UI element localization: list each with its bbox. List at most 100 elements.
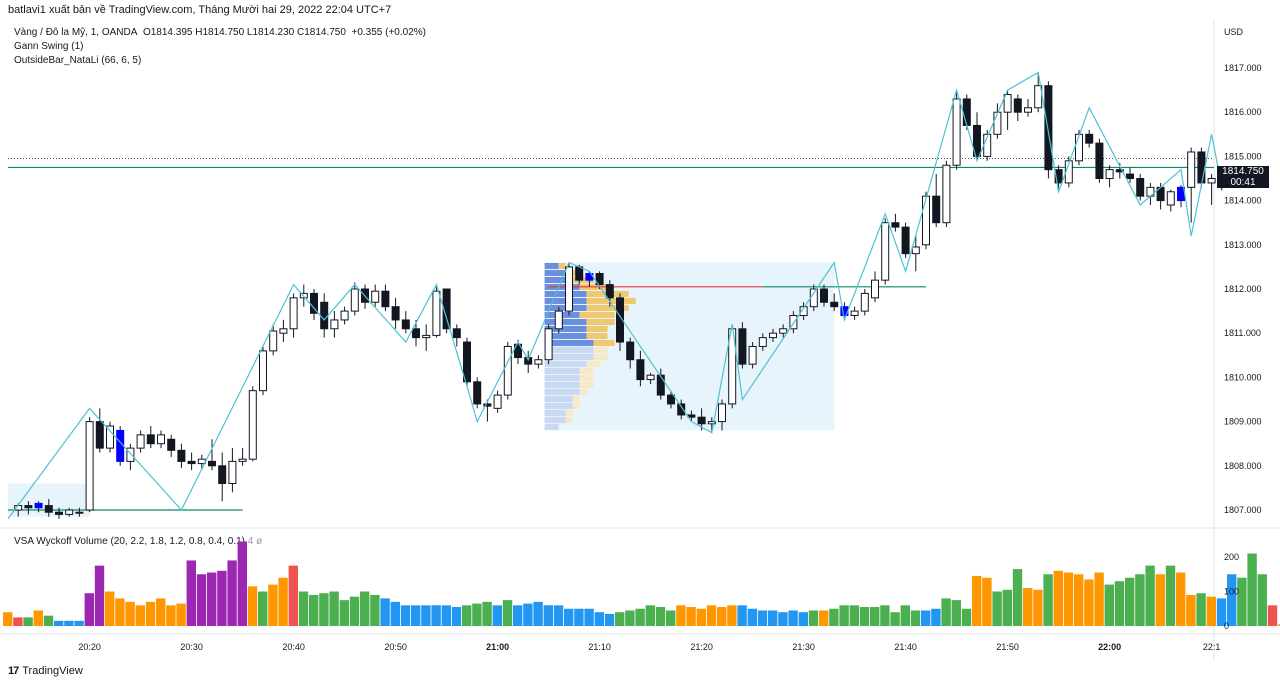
candle-body bbox=[177, 449, 186, 462]
brand-name: TradingView bbox=[22, 665, 83, 677]
candle-body bbox=[167, 438, 176, 451]
candle-body bbox=[605, 284, 614, 299]
current-price-tag: 1814.750 00:41 bbox=[1217, 166, 1269, 188]
candle-body bbox=[228, 460, 237, 484]
current-price-value: 1814.750 bbox=[1222, 166, 1264, 177]
price-tick-label: 1816.000 bbox=[1224, 107, 1262, 117]
candlesticks bbox=[14, 72, 1226, 519]
candle-body bbox=[1166, 191, 1175, 206]
candle-body bbox=[952, 98, 961, 166]
volume-bar bbox=[176, 603, 186, 626]
volume-bar bbox=[1125, 577, 1135, 626]
volume-bar bbox=[564, 608, 574, 626]
time-tick-label: 22:00 bbox=[1098, 642, 1121, 652]
candle-body bbox=[646, 374, 655, 381]
volume-bar bbox=[655, 607, 666, 626]
symbol-legend[interactable]: Vàng / Đô la Mỹ, 1, OANDA O1814.395 H181… bbox=[14, 27, 426, 38]
volume-bar bbox=[513, 605, 523, 626]
time-tick-label: 21:30 bbox=[792, 642, 815, 652]
volume-bar bbox=[94, 565, 105, 626]
candle-body bbox=[452, 328, 461, 339]
candle-body bbox=[330, 319, 339, 330]
volume-bar bbox=[604, 613, 615, 626]
volume-bar bbox=[227, 560, 237, 626]
candle-body bbox=[24, 505, 33, 509]
indicator-outsidebar-legend[interactable]: OutsideBar_NataLi (66, 6, 5) bbox=[14, 55, 142, 66]
time-tick-label: 21:00 bbox=[486, 642, 509, 652]
profile-row-buy bbox=[544, 318, 587, 325]
volume-bar bbox=[1033, 589, 1043, 626]
candle-body bbox=[595, 273, 604, 286]
candle-body bbox=[820, 288, 828, 303]
volume-bar bbox=[247, 586, 258, 626]
candle-body bbox=[75, 511, 84, 514]
price-tick-label: 1810.000 bbox=[1224, 372, 1262, 382]
candle-body bbox=[1187, 151, 1196, 188]
volume-bar bbox=[859, 607, 870, 626]
volume-bar bbox=[1186, 594, 1196, 626]
volume-bar bbox=[1084, 579, 1094, 626]
volume-bar bbox=[1023, 588, 1033, 626]
candle-body bbox=[993, 111, 1002, 135]
volume-bar bbox=[523, 603, 533, 626]
volume-bar bbox=[1043, 574, 1053, 626]
volume-bar bbox=[349, 596, 360, 626]
candle-body bbox=[687, 414, 696, 418]
time-tick-label: 22:1 bbox=[1203, 642, 1221, 652]
volume-bar bbox=[890, 612, 900, 626]
candle-body bbox=[932, 195, 941, 224]
volume-indicator-legend[interactable]: VSA Wyckoff Volume (20, 2.2, 1.8, 1.2, 0… bbox=[14, 536, 262, 547]
volume-bar bbox=[145, 601, 156, 626]
candle-body bbox=[799, 306, 808, 317]
candle-body bbox=[544, 328, 553, 361]
volume-bar bbox=[1114, 581, 1125, 626]
candle-body bbox=[248, 390, 257, 460]
profile-row-buy bbox=[544, 416, 566, 423]
candle-body bbox=[830, 301, 839, 308]
profile-row-sell bbox=[558, 262, 566, 269]
candle-body bbox=[626, 341, 635, 361]
volume-bar bbox=[1206, 596, 1216, 626]
candle-body bbox=[779, 328, 788, 334]
volume-tick-label: 0 bbox=[1224, 621, 1229, 631]
volume-bar bbox=[125, 601, 135, 626]
volume-bar bbox=[1267, 605, 1278, 626]
countdown-value: 00:41 bbox=[1230, 177, 1256, 188]
volume-bar bbox=[757, 610, 768, 626]
volume-bar bbox=[788, 610, 798, 626]
time-tick-label: 20:20 bbox=[78, 642, 101, 652]
profile-row-sell bbox=[579, 388, 587, 395]
tradingview-brand[interactable]: 17 TradingView bbox=[8, 665, 83, 677]
time-tick-label: 20:40 bbox=[282, 642, 305, 652]
candle-body bbox=[1024, 107, 1032, 113]
candle-body bbox=[187, 460, 196, 465]
profile-row-sell bbox=[593, 339, 615, 346]
volume-bar bbox=[186, 560, 196, 626]
candle-body bbox=[381, 290, 390, 308]
volume-bar bbox=[870, 607, 880, 626]
candle-body bbox=[340, 310, 349, 321]
candle-body bbox=[575, 266, 584, 281]
volume-bar bbox=[33, 610, 43, 626]
profile-row-buy bbox=[544, 325, 587, 332]
volume-bar bbox=[135, 605, 145, 626]
volume-bar bbox=[696, 608, 706, 626]
volume-tick-label: 200 bbox=[1224, 552, 1239, 562]
change-value: +0.355 (+0.02%) bbox=[351, 27, 426, 38]
candle-body bbox=[1115, 169, 1124, 173]
volume-bar bbox=[1012, 569, 1023, 626]
candle-body bbox=[1197, 151, 1206, 184]
volume-bar bbox=[74, 620, 84, 626]
indicator-gann-swing-legend[interactable]: Gann Swing (1) bbox=[14, 41, 84, 52]
ohlc-values: O1814.395 H1814.750 L1814.230 C1814.750 bbox=[142, 27, 346, 38]
volume-bar bbox=[156, 598, 166, 626]
profile-row-buy bbox=[544, 360, 587, 367]
candle-body bbox=[157, 434, 165, 445]
candle-body bbox=[259, 350, 267, 392]
volume-bar bbox=[319, 593, 329, 626]
profile-row-sell bbox=[593, 346, 608, 353]
candle-body bbox=[279, 328, 288, 334]
volume-bar bbox=[686, 607, 696, 626]
volume-bar bbox=[645, 605, 655, 626]
